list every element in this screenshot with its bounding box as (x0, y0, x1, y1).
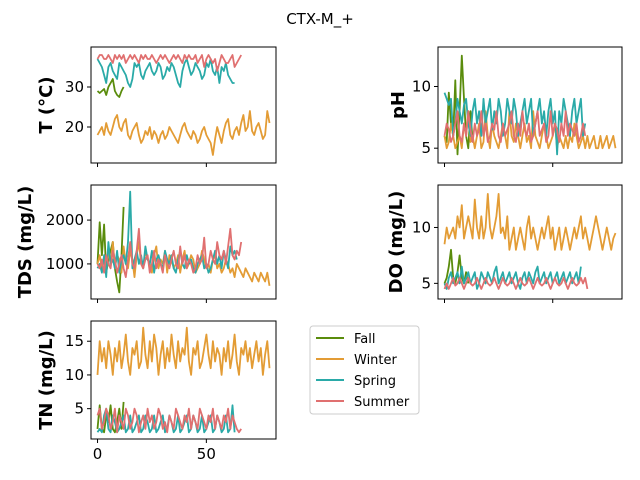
axes-frame (90, 320, 277, 440)
series-line-winter (96, 110, 271, 156)
series-line-summer (443, 110, 587, 143)
y-tick-label: 5 (74, 400, 84, 418)
panel-0: 20 30 T (°C) (36, 46, 277, 167)
series-line-summer (443, 276, 589, 290)
legend-label-fall: Fall (354, 332, 375, 347)
y-tick-label: 10 (65, 366, 84, 384)
legend-frame (309, 325, 420, 415)
series-line-fall (96, 206, 125, 294)
series-line-summer (96, 407, 242, 434)
legend: Fall Winter Spring Summer (309, 325, 420, 415)
legend-label-summer: Summer (354, 395, 410, 410)
series-line-summer (96, 227, 243, 279)
series-line-summer (96, 54, 242, 72)
series-line-fall (96, 78, 125, 98)
y-axis-label: pH (388, 91, 409, 119)
y-tick-label: 30 (65, 78, 84, 96)
panel-3: 5 10 DO (mg/L) (386, 184, 623, 303)
axes-frame (90, 184, 277, 300)
y-tick-label: 5 (421, 274, 431, 292)
series-line-winter (96, 326, 271, 376)
y-tick-label: 15 (65, 332, 84, 350)
x-tick-label: 0 (93, 445, 103, 463)
y-tick-label: 10 (412, 218, 431, 236)
y-tick-label: 10 (412, 77, 431, 95)
series-line-winter (443, 192, 617, 251)
legend-label-spring: Spring (354, 374, 396, 389)
chart-title: CTX-M_+ (286, 10, 354, 29)
y-axis-label: TN (mg/L) (36, 330, 57, 430)
panel-4: 5 10 15 0 50 TN (mg/L) (36, 320, 277, 463)
legend-label-winter: Winter (354, 353, 398, 368)
y-tick-label: 1000 (46, 255, 84, 273)
x-tick-label: 50 (197, 445, 216, 463)
axes-frame (437, 46, 623, 164)
y-axis-label: T (°C) (36, 76, 57, 133)
axes-frame (90, 46, 277, 164)
series-line-spring (96, 58, 235, 88)
series-line-spring (96, 190, 238, 279)
y-tick-label: 2000 (46, 211, 84, 229)
y-tick-label: 5 (421, 139, 431, 157)
y-axis-label: TDS (mg/L) (15, 186, 36, 299)
panel-2: 1000 2000 TDS (mg/L) (15, 184, 277, 303)
y-tick-label: 20 (65, 118, 84, 136)
axes-frame (437, 184, 623, 300)
y-axis-label: DO (mg/L) (386, 191, 407, 294)
